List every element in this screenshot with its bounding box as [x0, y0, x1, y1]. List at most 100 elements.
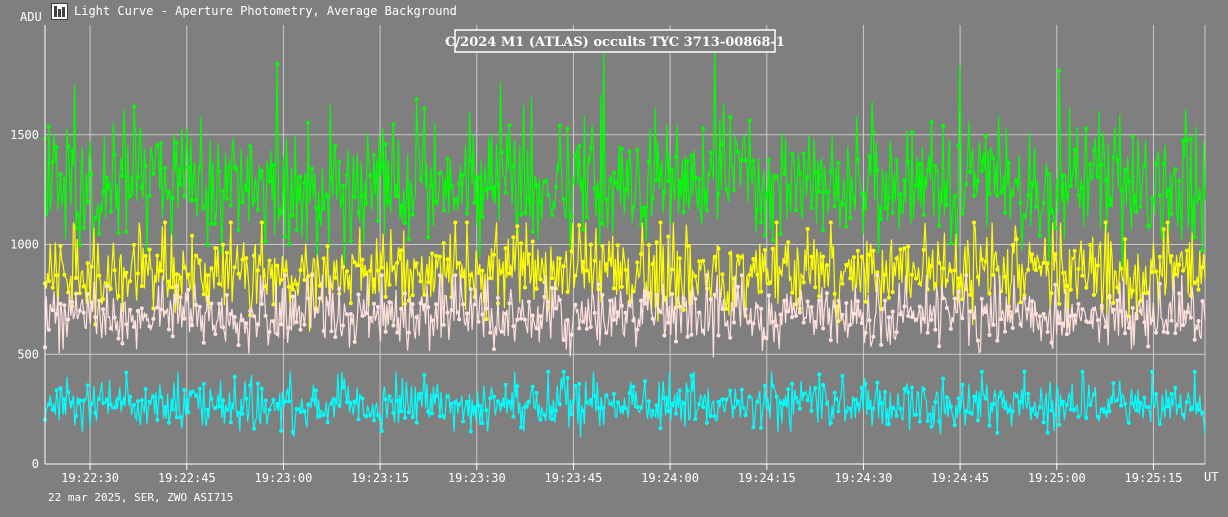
data-point [1084, 319, 1089, 324]
data-point [89, 401, 94, 406]
data-point [1157, 421, 1162, 426]
data-point [1157, 193, 1162, 198]
data-point [716, 399, 721, 404]
data-point [794, 395, 798, 400]
data-point [824, 291, 829, 296]
data-point [499, 269, 504, 274]
data-point [921, 247, 926, 252]
data-point [480, 214, 485, 219]
data-point [654, 240, 659, 245]
data-point [554, 185, 558, 190]
data-point [488, 396, 493, 401]
data-point [221, 188, 226, 193]
data-point [147, 247, 152, 252]
data-point [178, 415, 183, 420]
data-point [488, 330, 493, 335]
data-point [1045, 171, 1050, 176]
data-point [1134, 316, 1139, 321]
data-point [863, 299, 868, 304]
data-point [565, 318, 570, 322]
data-point [995, 430, 1000, 435]
data-point [1184, 310, 1189, 315]
data-point [174, 140, 179, 145]
series-2 [43, 220, 1206, 332]
data-point [503, 190, 508, 195]
series-3 [43, 273, 1206, 358]
data-point [763, 335, 767, 340]
data-point [492, 185, 496, 190]
data-point [1034, 268, 1038, 273]
data-point [422, 106, 427, 111]
data-point [743, 413, 748, 418]
data-point [124, 370, 129, 375]
data-point [941, 296, 946, 301]
data-point [403, 415, 407, 420]
data-point [631, 318, 636, 323]
data-point [708, 297, 713, 302]
data-point [58, 301, 63, 306]
data-point [453, 400, 458, 404]
data-point [360, 257, 365, 262]
data-point [445, 310, 450, 315]
data-point [426, 409, 431, 414]
data-point [1076, 266, 1081, 271]
data-point [530, 384, 535, 389]
data-point [1146, 344, 1151, 349]
data-point [201, 382, 206, 387]
data-point [89, 300, 94, 305]
data-point [1103, 220, 1108, 225]
data-point [1010, 193, 1015, 197]
data-point [1061, 270, 1066, 275]
data-point [1169, 391, 1174, 396]
data-point [476, 403, 481, 408]
data-point [712, 292, 717, 297]
x-tick-label: 19:25:00 [1028, 471, 1086, 485]
data-point [523, 210, 527, 215]
data-point [325, 193, 330, 198]
data-point [1196, 319, 1201, 323]
data-point [503, 382, 508, 387]
data-point [468, 429, 473, 434]
data-point [321, 328, 326, 333]
data-point [550, 417, 555, 422]
data-point [170, 195, 175, 200]
data-point [1126, 179, 1131, 184]
data-point [364, 311, 369, 316]
data-point [782, 298, 787, 303]
data-point [341, 265, 346, 269]
data-point [159, 141, 164, 146]
data-point [484, 408, 489, 413]
data-point [654, 177, 659, 182]
data-point [97, 397, 102, 402]
data-point [275, 401, 280, 406]
data-point [143, 387, 148, 391]
data-point [155, 143, 160, 148]
data-point [925, 168, 930, 172]
data-point [159, 268, 164, 273]
data-point [217, 404, 222, 409]
data-point [840, 312, 845, 317]
data-point [298, 175, 303, 179]
data-point [255, 268, 260, 273]
data-point [569, 332, 574, 337]
data-point [1053, 252, 1058, 257]
data-point [855, 248, 860, 253]
data-point [1103, 410, 1108, 414]
data-point [464, 211, 469, 216]
data-point [372, 277, 376, 282]
data-point [848, 276, 853, 281]
data-point [124, 322, 129, 327]
data-point [1134, 209, 1139, 214]
data-point [1181, 268, 1186, 273]
data-point [747, 319, 752, 324]
data-point [1006, 160, 1011, 165]
data-point [441, 322, 446, 327]
window-title: Light Curve - Aperture Photometry, Avera… [74, 4, 457, 18]
data-point [604, 262, 609, 267]
data-point [441, 414, 446, 419]
data-point [894, 256, 899, 261]
data-point [674, 339, 678, 344]
data-point [1161, 329, 1166, 334]
data-point [70, 300, 75, 304]
data-point [337, 286, 342, 291]
